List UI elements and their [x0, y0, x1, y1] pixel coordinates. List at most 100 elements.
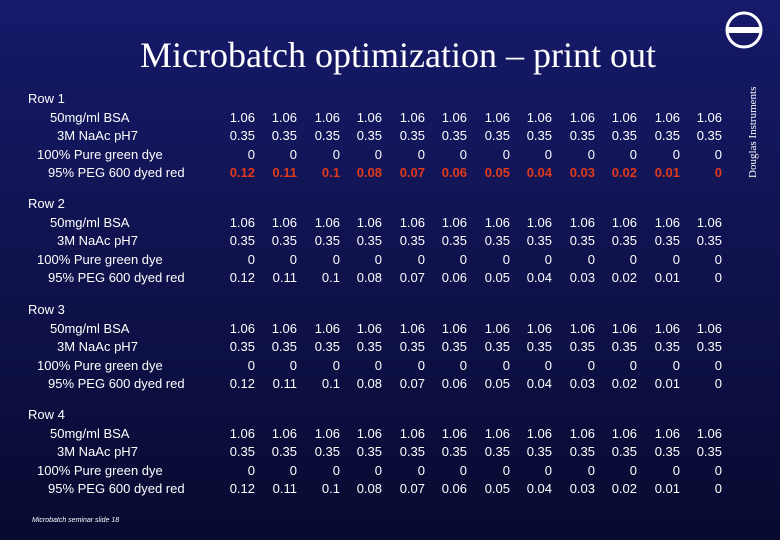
volume-cell: 0.35	[611, 128, 637, 144]
well-column: 1.06 0.35 0 0.02	[601, 425, 637, 499]
volume-cell: 0	[289, 146, 297, 162]
volume-cell: 1.06	[399, 425, 425, 441]
volume-cell: 0.35	[526, 128, 552, 144]
component-label: 50mg/ml BSA	[50, 214, 130, 230]
well-column: 1.06 0.35 0 0.07	[389, 109, 425, 183]
well-column: 1.06 0.35 0 0.06	[431, 320, 467, 394]
volume-cell: 1.06	[696, 425, 722, 441]
volume-cell: 0.01	[654, 481, 680, 497]
volume-cell: 0	[459, 251, 467, 267]
well-column: 1.06 0.35 0 0.03	[559, 425, 595, 499]
volume-cell: 0.35	[314, 339, 340, 355]
volume-cell: 0.12	[229, 270, 255, 286]
volume-cell: 0	[672, 462, 680, 478]
component-label: 100% Pure green dye	[37, 146, 163, 162]
volume-cell: 0	[374, 251, 382, 267]
component-label: 95% PEG 600 dyed red	[48, 165, 185, 181]
volume-cell: 0	[714, 481, 722, 497]
volume-cell: 1.06	[314, 109, 340, 125]
volume-cell: 0.35	[229, 444, 255, 460]
well-column: 1.06 0.35 0 0.12	[219, 425, 255, 499]
component-label: 100% Pure green dye	[37, 462, 163, 478]
volume-cell: 0.35	[441, 444, 467, 460]
volume-cell: 0.35	[569, 444, 595, 460]
volume-cell: 0.35	[484, 128, 510, 144]
well-column: 1.06 0.35 0 0.1	[304, 425, 340, 499]
volume-cell: 0.01	[654, 270, 680, 286]
well-column: 1.06 0.35 0 0.03	[559, 214, 595, 288]
volume-cell: 0.35	[441, 339, 467, 355]
volume-cell: 0	[247, 462, 255, 478]
volume-cell: 0.35	[356, 339, 382, 355]
volume-cell: 1.06	[356, 109, 382, 125]
volume-cell: 0.03	[569, 165, 595, 181]
volume-cell: 0.35	[441, 233, 467, 249]
volume-cell: 0	[417, 251, 425, 267]
volume-cell: 0.1	[321, 481, 340, 497]
volume-cell: 0.07	[399, 165, 425, 181]
volume-cell: 0	[714, 270, 722, 286]
well-column: 1.06 0.35 0 0.05	[474, 425, 510, 499]
volume-cell: 0.12	[229, 376, 255, 392]
well-column: 1.06 0.35 0 0.05	[474, 214, 510, 288]
component-label: 3M NaAc pH7	[57, 233, 138, 249]
well-column: 1.06 0.35 0 0.02	[601, 214, 637, 288]
volume-cell: 1.06	[569, 320, 595, 336]
well-column: 1.06 0.35 0 0.11	[261, 214, 297, 288]
volume-cell: 0.08	[356, 481, 382, 497]
volume-cell: 0.35	[611, 339, 637, 355]
volume-cell: 0	[332, 251, 340, 267]
volume-cell: 0.35	[484, 233, 510, 249]
well-column: 1.06 0.35 0 0.04	[516, 214, 552, 288]
well-column: 1.06 0.35 0 0.1	[304, 320, 340, 394]
well-column: 1.06 0.35 0 0.01	[644, 320, 680, 394]
volume-cell: 0.08	[356, 270, 382, 286]
volume-cell: 0	[332, 146, 340, 162]
volume-cell: 1.06	[484, 109, 510, 125]
volume-cell: 0	[374, 462, 382, 478]
volume-cell: 0	[374, 146, 382, 162]
row-block: Row 1 50mg/ml BSA 3M NaAc pH7 100% Pure gre…	[0, 90, 740, 182]
row-block: Row 2 50mg/ml BSA 3M NaAc pH7 100% Pure gre…	[0, 195, 740, 287]
well-column: 1.06 0.35 0 0.06	[431, 425, 467, 499]
volume-cell: 0.06	[441, 376, 467, 392]
volume-cell: 0.35	[399, 339, 425, 355]
brand-name: Douglas Instruments	[747, 86, 759, 178]
row-block: Row 3 50mg/ml BSA 3M NaAc pH7 100% Pure gre…	[0, 301, 740, 393]
volume-cell: 1.06	[271, 214, 297, 230]
volume-cell: 0.08	[356, 165, 382, 181]
volume-cell: 0.04	[526, 481, 552, 497]
volume-cell: 0.35	[229, 233, 255, 249]
volume-cell: 0.35	[271, 339, 297, 355]
volume-cell: 0.02	[611, 270, 637, 286]
volume-cell: 0.11	[272, 376, 297, 392]
volume-cell: 0	[714, 165, 722, 181]
volume-cell: 1.06	[271, 320, 297, 336]
volume-cell: 0.12	[229, 165, 255, 181]
volume-cell: 0	[417, 357, 425, 373]
volume-cell: 0.11	[272, 165, 297, 181]
volume-cell: 0	[289, 357, 297, 373]
volume-cell: 0.35	[441, 128, 467, 144]
volume-cell: 1.06	[399, 320, 425, 336]
well-column: 1.06 0.35 0 0	[686, 425, 722, 499]
volume-cell: 0	[587, 251, 595, 267]
volume-cell: 1.06	[356, 320, 382, 336]
volume-cell: 0.35	[611, 444, 637, 460]
volume-cell: 0.35	[526, 444, 552, 460]
volume-cell: 0.35	[696, 233, 722, 249]
volume-cell: 0.35	[654, 233, 680, 249]
volume-cell: 1.06	[441, 320, 467, 336]
well-column: 1.06 0.35 0 0.08	[346, 320, 382, 394]
volume-cell: 0	[672, 251, 680, 267]
volume-cell: 0	[629, 251, 637, 267]
component-label: 50mg/ml BSA	[50, 109, 130, 125]
volume-cell: 0.35	[271, 444, 297, 460]
volume-cell: 0.35	[696, 339, 722, 355]
volume-cell: 0.05	[484, 376, 510, 392]
volume-cell: 1.06	[441, 425, 467, 441]
well-column: 1.06 0.35 0 0.08	[346, 214, 382, 288]
volume-cell: 0.02	[611, 376, 637, 392]
well-column: 1.06 0.35 0 0.04	[516, 320, 552, 394]
volume-cell: 1.06	[611, 109, 637, 125]
